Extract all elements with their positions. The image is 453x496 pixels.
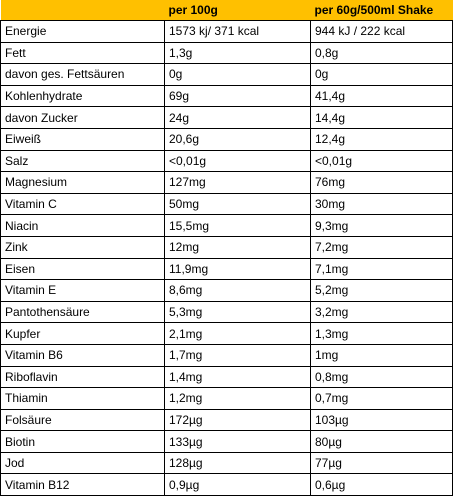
nutrient-name-cell: Zink xyxy=(0,235,165,259)
nutrient-name-cell: Energie xyxy=(0,20,165,43)
per-shake-value-cell: 14,4g xyxy=(310,106,453,129)
per-100g-value-cell: 8,6mg xyxy=(164,279,311,302)
table-row: Salz <0,01g <0,01g xyxy=(0,149,453,173)
table-row: Niacin 15,5mg 9,3mg xyxy=(0,214,453,237)
table-row: Folsäure 172µg 103µg xyxy=(0,408,453,432)
per-shake-value-cell: 3,2mg xyxy=(310,300,453,324)
nutrient-name-cell: Pantothensäure xyxy=(0,300,165,324)
table-row: Energie 1573 kj/ 371 kcal 944 kJ / 222 kca… xyxy=(0,20,453,43)
table-row: Biotin 133µg 80µg xyxy=(0,430,453,453)
per-100g-value-cell: 24g xyxy=(164,106,311,129)
table-row: Riboflavin 1,4mg 0,8mg xyxy=(0,365,453,389)
per-shake-value-cell: 1mg xyxy=(310,343,453,367)
header-cell-nutrient xyxy=(0,0,165,21)
per-shake-value-cell: 7,1mg xyxy=(310,257,453,281)
per-shake-value-cell: 0,6µg xyxy=(310,473,453,496)
per-shake-value-cell: 1,3mg xyxy=(310,322,453,345)
nutrient-name-cell: davon Zucker xyxy=(0,106,165,129)
table-row: davon ges. Fettsäuren 0g 0g xyxy=(0,63,453,86)
per-shake-value-cell: 76mg xyxy=(310,171,453,194)
table-row: Vitamin B6 1,7mg 1mg xyxy=(0,343,453,367)
per-100g-value-cell: 133µg xyxy=(164,430,311,453)
per-100g-value-cell: <0,01g xyxy=(164,149,311,173)
per-100g-value-cell: 1,2mg xyxy=(164,387,311,410)
nutrient-name-cell: Fett xyxy=(0,41,165,65)
per-100g-value-cell: 15,5mg xyxy=(164,214,311,237)
per-100g-value-cell: 5,3mg xyxy=(164,300,311,324)
per-shake-value-cell: 0,8g xyxy=(310,41,453,65)
per-100g-value-cell: 1,3g xyxy=(164,41,311,65)
nutrient-name-cell: Riboflavin xyxy=(0,365,165,389)
nutrient-name-cell: Eisen xyxy=(0,257,165,281)
per-shake-value-cell: 9,3mg xyxy=(310,214,453,237)
nutrient-name-cell: Vitamin C xyxy=(0,192,165,216)
per-shake-value-cell: 0,8mg xyxy=(310,365,453,389)
nutrient-name-cell: Niacin xyxy=(0,214,165,237)
nutrient-name-cell: Vitamin B12 xyxy=(0,473,165,496)
nutrient-name-cell: Kupfer xyxy=(0,322,165,345)
table-row: Eisen 11,9mg 7,1mg xyxy=(0,257,453,281)
table-row: Pantothensäure 5,3mg 3,2mg xyxy=(0,300,453,324)
per-shake-value-cell: 41,4g xyxy=(310,84,453,108)
table-row: Magnesium 127mg 76mg xyxy=(0,171,453,194)
per-shake-value-cell: 80µg xyxy=(310,430,453,453)
per-100g-value-cell: 0,9µg xyxy=(164,473,311,496)
per-100g-value-cell: 128µg xyxy=(164,451,311,475)
per-shake-value-cell: 5,2mg xyxy=(310,279,453,302)
per-100g-value-cell: 1,4mg xyxy=(164,365,311,389)
nutrient-name-cell: Kohlenhydrate xyxy=(0,84,165,108)
nutrient-name-cell: Biotin xyxy=(0,430,165,453)
table-row: Vitamin E 8,6mg 5,2mg xyxy=(0,279,453,302)
header-row: per 100g per 60g/500ml Shake xyxy=(0,0,453,21)
table-row: Kupfer 2,1mg 1,3mg xyxy=(0,322,453,345)
header-cell-per-shake: per 60g/500ml Shake xyxy=(310,0,453,21)
nutrient-name-cell: Jod xyxy=(0,451,165,475)
table-row: Kohlenhydrate 69g 41,4g xyxy=(0,84,453,108)
table-row: Jod 128µg 77µg xyxy=(0,451,453,475)
table-row: Fett 1,3g 0,8g xyxy=(0,41,453,65)
per-100g-value-cell: 12mg xyxy=(164,235,311,259)
per-100g-value-cell: 1,7mg xyxy=(164,343,311,367)
table-row: Eiweiß 20,6g 12,4g xyxy=(0,127,453,151)
nutrient-name-cell: davon ges. Fettsäuren xyxy=(0,63,165,86)
per-shake-value-cell: 30mg xyxy=(310,192,453,216)
nutrient-name-cell: Folsäure xyxy=(0,408,165,432)
per-shake-value-cell: 0,7mg xyxy=(310,387,453,410)
nutrient-name-cell: Magnesium xyxy=(0,171,165,194)
per-100g-value-cell: 172µg xyxy=(164,408,311,432)
table-body: Energie 1573 kj/ 371 kcal 944 kJ / 222 kca… xyxy=(0,20,453,496)
per-100g-value-cell: 50mg xyxy=(164,192,311,216)
nutrient-name-cell: Thiamin xyxy=(0,387,165,410)
per-shake-value-cell: <0,01g xyxy=(310,149,453,173)
nutrient-name-cell: Eiweiß xyxy=(0,127,165,151)
nutrient-name-cell: Vitamin B6 xyxy=(0,343,165,367)
table-row: Thiamin 1,2mg 0,7mg xyxy=(0,387,453,410)
per-shake-value-cell: 103µg xyxy=(310,408,453,432)
table-row: Vitamin B12 0,9µg 0,6µg xyxy=(0,473,453,496)
per-100g-value-cell: 1573 kj/ 371 kcal xyxy=(164,20,311,43)
per-100g-value-cell: 69g xyxy=(164,84,311,108)
per-100g-value-cell: 2,1mg xyxy=(164,322,311,345)
per-shake-value-cell: 77µg xyxy=(310,451,453,475)
header-cell-per-100g: per 100g xyxy=(164,0,311,21)
nutrient-name-cell: Salz xyxy=(0,149,165,173)
table-row: davon Zucker 24g 14,4g xyxy=(0,106,453,129)
per-shake-value-cell: 0g xyxy=(310,63,453,86)
per-100g-value-cell: 20,6g xyxy=(164,127,311,151)
table-row: Vitamin C 50mg 30mg xyxy=(0,192,453,216)
table-row: Zink 12mg 7,2mg xyxy=(0,235,453,259)
per-shake-value-cell: 7,2mg xyxy=(310,235,453,259)
per-100g-value-cell: 0g xyxy=(164,63,311,86)
per-100g-value-cell: 127mg xyxy=(164,171,311,194)
per-shake-value-cell: 12,4g xyxy=(310,127,453,151)
table-header: per 100g per 60g/500ml Shake xyxy=(0,0,453,21)
per-shake-value-cell: 944 kJ / 222 kcal xyxy=(310,20,453,43)
nutrient-name-cell: Vitamin E xyxy=(0,279,165,302)
per-100g-value-cell: 11,9mg xyxy=(164,257,311,281)
